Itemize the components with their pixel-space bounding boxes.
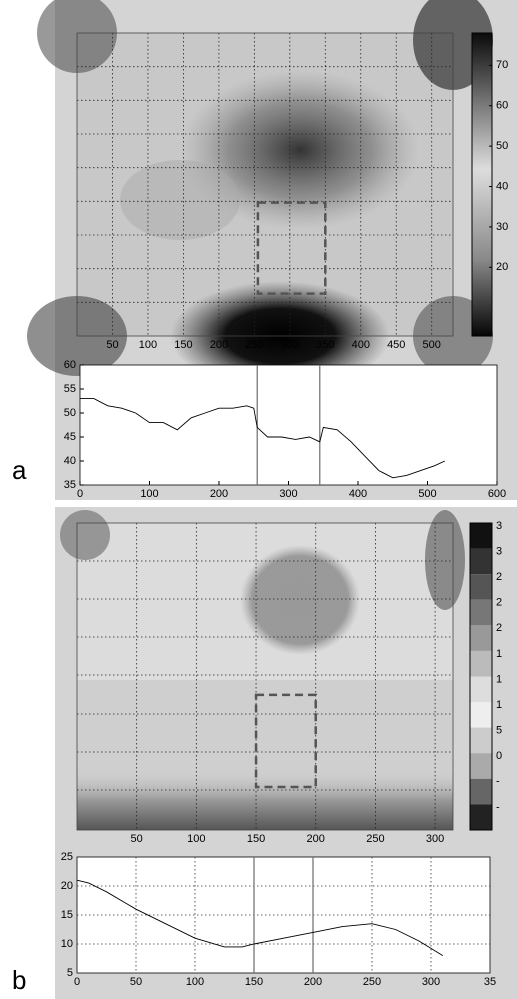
data-line bbox=[76, 879, 444, 956]
x-tick-label: 250 bbox=[245, 339, 263, 351]
colorbar-tick-label: 1 bbox=[496, 673, 502, 685]
plot-area bbox=[79, 364, 498, 486]
colorbar-tick-label: 3 bbox=[496, 545, 502, 557]
colorbar-band bbox=[470, 625, 492, 651]
colorbar-tick-label: 0 bbox=[496, 750, 502, 762]
y-tick-label: 25 bbox=[61, 851, 73, 863]
y-tick-label: 55 bbox=[64, 383, 76, 395]
colorbar-tick-label: 60 bbox=[496, 100, 508, 112]
colorbar-band bbox=[470, 574, 492, 600]
data-line bbox=[80, 398, 446, 479]
x-tick-label: 100 bbox=[140, 488, 158, 500]
colorbar-band bbox=[470, 599, 492, 626]
colorbar-tick-label: - bbox=[496, 776, 500, 788]
x-tick-label: 500 bbox=[418, 488, 436, 500]
plot-area bbox=[76, 856, 491, 974]
panel-label: b bbox=[12, 965, 26, 995]
x-tick-label: 200 bbox=[307, 833, 325, 845]
y-tick-label: 5 bbox=[67, 967, 73, 979]
colorbar-tick-label: 30 bbox=[496, 221, 508, 233]
colorbar-band bbox=[470, 778, 492, 805]
colorbar-tick-label: 2 bbox=[496, 597, 502, 609]
x-tick-label: 250 bbox=[363, 976, 381, 988]
y-tick-label: 40 bbox=[64, 455, 76, 467]
colorbar-band bbox=[470, 702, 492, 728]
y-tick-label: 35 bbox=[64, 479, 76, 491]
x-tick-label: 35 bbox=[484, 976, 496, 988]
x-tick-label: 300 bbox=[426, 833, 444, 845]
y-tick-label: 45 bbox=[64, 431, 76, 443]
x-tick-label: 200 bbox=[304, 976, 322, 988]
panel-label: a bbox=[12, 455, 27, 485]
x-tick-label: 0 bbox=[74, 976, 80, 988]
grid-rows bbox=[77, 66, 453, 791]
colorbar-tick-label: 1 bbox=[496, 699, 502, 711]
x-tick-label: 300 bbox=[281, 339, 299, 351]
x-tick-label: 300 bbox=[279, 488, 297, 500]
colorbar-band bbox=[470, 523, 492, 549]
x-tick-label: 200 bbox=[210, 488, 228, 500]
colorbar-tick-label: 20 bbox=[496, 261, 508, 273]
x-tick-label: 350 bbox=[316, 339, 334, 351]
x-tick-label: 450 bbox=[387, 339, 405, 351]
x-tick-label: 100 bbox=[186, 976, 204, 988]
image-frame bbox=[76, 522, 454, 831]
x-tick-label: 400 bbox=[349, 488, 367, 500]
x-tick-label: 150 bbox=[245, 976, 263, 988]
heatmap-image bbox=[60, 510, 465, 830]
x-tick-label: 400 bbox=[352, 339, 370, 351]
heatmap-image bbox=[27, 0, 493, 391]
colorbar-band bbox=[470, 676, 492, 703]
colorbar-frame bbox=[469, 522, 493, 831]
x-tick-label: 50 bbox=[131, 833, 143, 845]
colorbar-tick-label: 40 bbox=[496, 180, 508, 192]
colorbar-band bbox=[470, 548, 492, 575]
roi-box bbox=[256, 201, 327, 295]
colorbar-band bbox=[470, 650, 492, 677]
image-frame bbox=[76, 32, 454, 337]
colorbar-tick-label: 50 bbox=[496, 140, 508, 152]
colorbar-tick-label: 3 bbox=[496, 520, 502, 532]
colorbar-tick-label: 70 bbox=[496, 59, 508, 71]
x-tick-label: 0 bbox=[77, 488, 83, 500]
x-tick-label: 50 bbox=[130, 976, 142, 988]
y-tick-label: 20 bbox=[61, 880, 73, 892]
x-tick-label: 100 bbox=[187, 833, 205, 845]
colorbar-band bbox=[470, 753, 492, 779]
x-tick-label: 600 bbox=[488, 488, 506, 500]
x-tick-label: 100 bbox=[139, 339, 157, 351]
roi-box bbox=[254, 693, 317, 789]
colorbar bbox=[471, 32, 493, 337]
colorbar-band bbox=[470, 804, 492, 830]
y-tick-label: 10 bbox=[61, 938, 73, 950]
colorbar-tick-label: - bbox=[496, 801, 500, 813]
y-tick-label: 60 bbox=[64, 359, 76, 371]
x-tick-label: 150 bbox=[174, 339, 192, 351]
colorbar-tick-label: 5 bbox=[496, 725, 502, 737]
x-tick-label: 250 bbox=[366, 833, 384, 845]
x-tick-label: 50 bbox=[106, 339, 118, 351]
colorbar-tick-label: 1 bbox=[496, 648, 502, 660]
x-tick-label: 200 bbox=[210, 339, 228, 351]
colorbar-tick-label: 2 bbox=[496, 571, 502, 583]
x-tick-label: 300 bbox=[422, 976, 440, 988]
colorbar-tick-label: 2 bbox=[496, 622, 502, 634]
colorbar-band bbox=[470, 727, 492, 754]
x-tick-label: 150 bbox=[247, 833, 265, 845]
y-tick-label: 50 bbox=[64, 407, 76, 419]
x-tick-label: 500 bbox=[423, 339, 441, 351]
y-tick-label: 15 bbox=[61, 909, 73, 921]
